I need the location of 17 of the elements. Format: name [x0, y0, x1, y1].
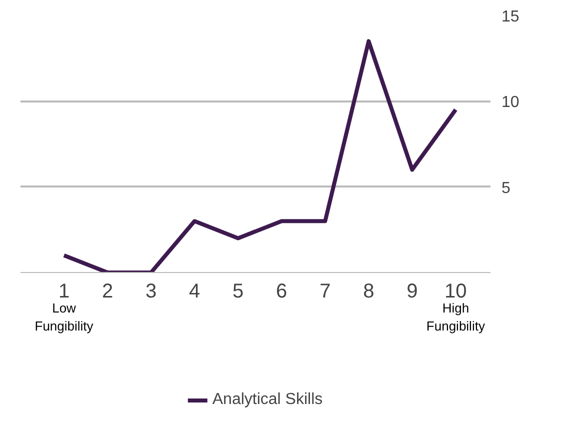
x-tick-label: 6 — [276, 280, 288, 302]
text: Low Fungibility — [34, 300, 94, 334]
x-tick-label: 1 — [58, 280, 70, 302]
x-tick-label: 4 — [189, 280, 200, 302]
x-tick-label: 5 — [232, 280, 244, 302]
x-tick-label: 10 — [444, 280, 467, 302]
y-tick-label: 5 — [502, 180, 510, 197]
x-tick-label: 7 — [320, 280, 331, 302]
text: High Fungibility — [426, 300, 486, 334]
legend-label: Analytical Skills — [212, 391, 323, 409]
x-tick-label: 2 — [102, 280, 114, 302]
x-tick-label: 8 — [363, 280, 374, 302]
x-tick-label: 9 — [406, 280, 418, 302]
line-series — [62, 39, 458, 272]
x-tick-label: 3 — [145, 280, 157, 302]
y-tick-label: 10 — [502, 94, 520, 112]
y-tick-label: 15 — [502, 8, 520, 26]
